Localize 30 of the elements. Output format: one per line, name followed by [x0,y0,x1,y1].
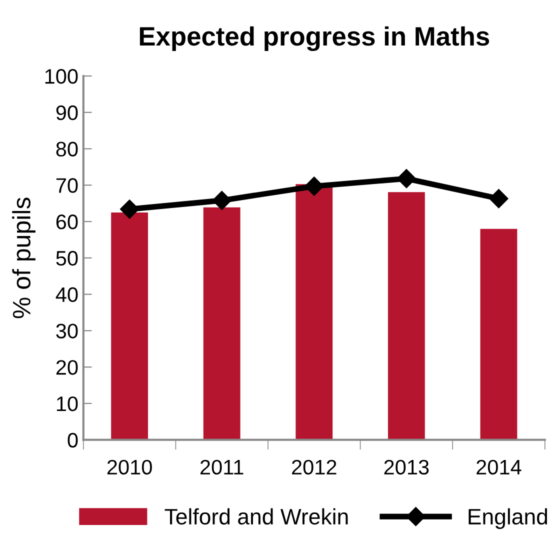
x-tick-label: 2013 [384,460,429,475]
point [489,189,508,208]
legend-label: Telford and Wrekin [164,508,348,525]
point [120,200,140,219]
bar [480,228,518,440]
y-tick-label: 80 [56,142,78,157]
y-tick-label: 20 [56,360,78,375]
y-tick-label: 90 [56,105,78,120]
bar [296,184,333,440]
bar [388,192,425,440]
y-tick-label: 50 [56,250,78,266]
chart-title: Expected progress in Maths [140,26,490,52]
bar [203,207,240,440]
point [396,169,416,188]
x-tick-label: 2014 [476,460,522,475]
x-tick-label: 2010 [107,460,152,475]
y-axis-title: % of pupils [12,198,36,318]
point [212,190,232,210]
y-tick-label: 60 [56,214,78,230]
x-tick-label: 2011 [200,460,244,475]
y-tick-label: 100 [45,69,78,84]
y-tick-label: 30 [56,324,78,338]
y-tick-label: 70 [56,178,78,193]
legend-label: England [468,508,548,529]
y-tick-label: 0 [68,432,78,448]
bar [111,212,148,440]
y-tick-label: 10 [56,396,78,412]
y-tick-label: 40 [56,287,78,302]
x-tick-label: 2012 [292,460,336,475]
point [304,176,324,196]
